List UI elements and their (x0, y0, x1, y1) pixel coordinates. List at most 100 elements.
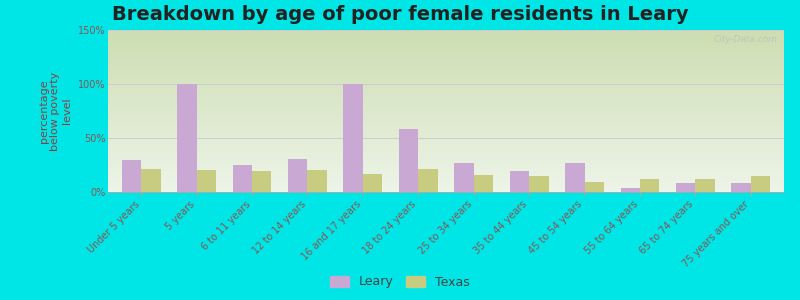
Bar (399, 129, 418, 192)
Bar (731, 183, 750, 192)
Bar (108, 95, 784, 96)
Bar (142, 169, 161, 192)
Bar (108, 72, 784, 74)
Bar (108, 156, 784, 158)
Bar (108, 110, 784, 111)
Bar (108, 87, 784, 88)
Bar (108, 163, 784, 164)
Bar (108, 130, 784, 132)
Bar (529, 176, 549, 192)
Legend: Leary, Texas: Leary, Texas (326, 271, 474, 293)
Bar (108, 114, 784, 116)
Bar (108, 185, 784, 187)
Bar (108, 90, 784, 92)
Bar (585, 182, 604, 192)
Bar (108, 75, 784, 77)
Bar (108, 145, 784, 147)
Bar (108, 37, 784, 38)
Bar (108, 147, 784, 148)
Bar (108, 181, 784, 182)
Bar (454, 163, 474, 192)
Bar (108, 108, 784, 109)
Bar (108, 33, 784, 35)
Bar (108, 132, 784, 134)
Bar (108, 190, 784, 192)
Bar (178, 84, 197, 192)
Bar (108, 164, 784, 166)
Bar (108, 56, 784, 58)
Bar (108, 66, 784, 67)
Bar (108, 122, 784, 124)
Bar (108, 119, 784, 121)
Bar (108, 176, 784, 177)
Text: City-Data.com: City-Data.com (714, 35, 778, 44)
Bar (108, 100, 784, 101)
Bar (108, 51, 784, 53)
Y-axis label: percentage
below poverty
level: percentage below poverty level (39, 71, 72, 151)
Bar (108, 70, 784, 72)
Bar (108, 82, 784, 83)
Bar (108, 148, 784, 150)
Bar (108, 187, 784, 189)
Bar (108, 62, 784, 64)
Bar (108, 85, 784, 87)
Bar (108, 88, 784, 90)
Bar (252, 172, 271, 192)
Bar (108, 126, 784, 127)
Bar (108, 45, 784, 46)
Bar (108, 43, 784, 45)
Bar (108, 179, 784, 181)
Bar (108, 111, 784, 112)
Bar (108, 153, 784, 155)
Bar (108, 59, 784, 61)
Bar (510, 172, 529, 192)
Bar (108, 30, 784, 31)
Bar (565, 163, 585, 192)
Bar (108, 79, 784, 80)
Bar (108, 137, 784, 139)
Bar (108, 53, 784, 54)
Bar (108, 32, 784, 33)
Bar (108, 134, 784, 135)
Bar (108, 98, 784, 100)
Bar (108, 54, 784, 56)
Bar (108, 46, 784, 48)
Bar (108, 150, 784, 152)
Bar (108, 50, 784, 51)
Bar (197, 170, 216, 192)
Bar (108, 106, 784, 108)
Bar (108, 74, 784, 75)
Bar (108, 35, 784, 37)
Text: Breakdown by age of poor female residents in Leary: Breakdown by age of poor female resident… (112, 4, 688, 23)
Bar (108, 152, 784, 153)
Bar (108, 38, 784, 40)
Bar (108, 172, 784, 174)
Bar (108, 58, 784, 59)
Bar (108, 96, 784, 98)
Bar (108, 41, 784, 43)
Bar (108, 135, 784, 137)
Bar (108, 64, 784, 66)
Bar (108, 139, 784, 140)
Bar (108, 140, 784, 142)
Bar (307, 170, 327, 192)
Bar (108, 189, 784, 190)
Bar (108, 169, 784, 171)
Bar (108, 142, 784, 143)
Bar (108, 129, 784, 130)
Bar (122, 160, 142, 192)
Bar (108, 40, 784, 41)
Bar (108, 177, 784, 179)
Bar (108, 69, 784, 70)
Bar (108, 83, 784, 85)
Bar (108, 80, 784, 82)
Bar (108, 174, 784, 176)
Bar (108, 93, 784, 95)
Bar (288, 158, 307, 192)
Bar (474, 175, 493, 192)
Bar (108, 121, 784, 122)
Bar (695, 179, 714, 192)
Bar (108, 103, 784, 104)
Bar (676, 183, 695, 192)
Bar (640, 179, 659, 192)
